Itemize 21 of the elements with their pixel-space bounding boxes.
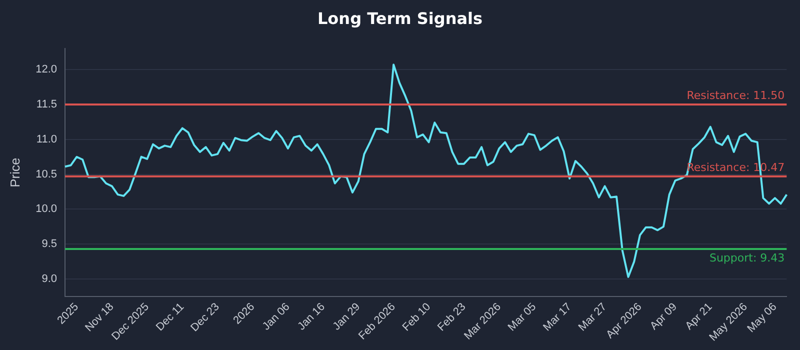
- x-tick-label: Dec 23: [188, 300, 222, 334]
- y-tick-label: 11.5: [36, 98, 58, 110]
- x-tick-label: Apr 09: [648, 300, 680, 332]
- x-tick-label: Feb 10: [400, 300, 434, 334]
- ref-line-label: Resistance: 11.50: [686, 88, 785, 102]
- y-axis-title: Price: [7, 158, 22, 188]
- x-tick-label: Dec 11: [154, 300, 187, 334]
- x-tick-label: Feb 23: [436, 300, 468, 334]
- x-tick-label: Mar 05: [506, 300, 539, 334]
- y-tick-label: 9.0: [42, 273, 58, 286]
- chart-title: Long Term Signals: [316, 8, 484, 30]
- x-tick-label: Jan 16: [296, 300, 328, 333]
- y-tick-label: 11.0: [36, 133, 58, 146]
- y-tick-label: 9.5: [42, 238, 58, 250]
- x-tick-label: Jan 06: [260, 300, 292, 333]
- ref-line-label: Support: 9.43: [709, 251, 785, 264]
- x-tick-label: Mar 17: [541, 300, 574, 334]
- x-tick-label: May 06: [745, 300, 780, 335]
- y-tick-label: 12.0: [36, 64, 58, 76]
- y-tick-label: 10.5: [36, 168, 58, 180]
- y-tick-label: 10.0: [36, 203, 58, 216]
